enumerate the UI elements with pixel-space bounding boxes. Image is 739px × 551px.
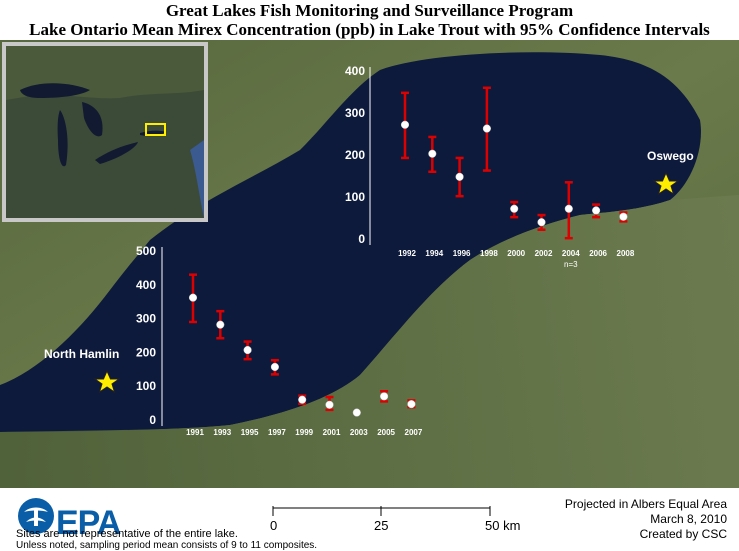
site-oswego: Oswego (647, 149, 694, 196)
oswego-x-tick-label: 2008 (617, 249, 635, 258)
oswego-label: Oswego (647, 149, 694, 163)
footnote-sites: Sites are not representative of the enti… (16, 528, 238, 540)
oswego-x-tick-label: 2000 (507, 249, 525, 258)
hamlin-y-tick-label: 200 (136, 345, 156, 359)
scale-label-0: 0 (270, 518, 278, 533)
hamlin-x-tick-label: 2003 (350, 428, 368, 437)
hamlin-x-tick-label: 1997 (268, 428, 286, 437)
oswego-mean-point (537, 218, 546, 227)
hamlin-x-tick-label: 2007 (405, 428, 423, 437)
oswego-x-tick-label: 1992 (398, 249, 416, 258)
hamlin-y-tick-label: 400 (136, 278, 156, 292)
hamlin-x-tick-label: 2001 (323, 428, 341, 437)
site-north-hamlin: North Hamlin (44, 347, 121, 394)
oswego-mean-point (510, 204, 519, 213)
oswego-x-tick-label: 1996 (453, 249, 471, 258)
inset-atlantic (190, 140, 204, 218)
hamlin-mean-point (298, 395, 307, 404)
scale-label-25: 25 (374, 518, 389, 533)
hamlin-x-tick-label: 2005 (377, 428, 395, 437)
oswego-mean-point (400, 120, 410, 129)
hamlin-y-tick-label: 100 (136, 379, 156, 393)
oswego-x-tick-label: 2004 (562, 249, 580, 258)
oswego-mean-point (482, 124, 491, 133)
inset-map (2, 42, 208, 222)
inset-lake-superior (20, 83, 90, 98)
oswego-chart: 0 100 200 300 400 1992 1994 1996 1998 2000 2002 200… (345, 64, 635, 269)
oswego-y-tick-label: 200 (345, 148, 365, 162)
inset-lake-huron (82, 102, 103, 137)
hamlin-mean-point (352, 408, 361, 417)
epa-logo-text: EPA (56, 504, 121, 542)
chart-subtitle: Lake Ontario Mean Mirex Concentration (p… (29, 20, 710, 39)
oswego-mean-point (455, 172, 464, 181)
hamlin-mean-point (380, 392, 389, 401)
hamlin-y-tick-label: 500 (136, 244, 156, 258)
oswego-x-tick-label: 1994 (425, 249, 443, 258)
north-hamlin-chart: 0 100 200 300 400 500 1991 1993 1995 1997 1999 2001… (136, 244, 423, 437)
oswego-annotation: n=3 (564, 260, 578, 269)
hamlin-y-tick-label: 0 (149, 413, 156, 427)
hamlin-mean-point (270, 362, 279, 371)
oswego-y-tick-label: 0 (358, 232, 365, 246)
south-shore (0, 195, 739, 488)
north-hamlin-star-icon (93, 369, 121, 394)
oswego-x-tick-label: 2006 (589, 249, 607, 258)
oswego-mean-point (564, 204, 573, 213)
oswego-mean-point (619, 212, 628, 221)
inset-lake-erie (95, 142, 138, 164)
oswego-x-tick-label: 1998 (480, 249, 498, 258)
hamlin-mean-point (188, 293, 198, 302)
inset-lake-michigan (57, 110, 68, 167)
epa-logo-icon (18, 498, 54, 534)
scale-label-50: 50 km (485, 518, 521, 533)
hamlin-x-tick-label: 1999 (295, 428, 313, 437)
hamlin-mean-point (243, 345, 252, 355)
oswego-x-tick-label: 2002 (535, 249, 553, 258)
hamlin-x-tick-label: 1991 (186, 428, 204, 437)
hamlin-x-tick-label: 1995 (241, 428, 259, 437)
footnote-composites: Unless noted, sampling period mean consi… (16, 540, 318, 551)
map-date: March 8, 2010 (650, 512, 727, 526)
chart-title: Great Lakes Fish Monitoring and Surveill… (165, 1, 574, 20)
projection-note: Projected in Albers Equal Area (564, 497, 727, 511)
hamlin-mean-point (325, 400, 334, 409)
oswego-y-tick-label: 100 (345, 190, 365, 204)
hamlin-y-tick-label: 300 (136, 312, 156, 326)
oswego-y-tick-label: 300 (345, 106, 365, 120)
oswego-y-tick-label: 400 (345, 64, 365, 78)
oswego-star-icon (652, 171, 680, 196)
inset-highlight-box (145, 123, 166, 136)
north-hamlin-label: North Hamlin (44, 347, 119, 361)
scale-bar (272, 506, 491, 516)
hamlin-mean-point (216, 320, 225, 329)
hamlin-x-tick-label: 1993 (213, 428, 231, 437)
map-credit: Created by CSC (639, 527, 727, 541)
hamlin-mean-point (407, 400, 416, 409)
oswego-mean-point (592, 206, 601, 215)
lake-ontario (0, 52, 701, 432)
oswego-mean-point (428, 149, 437, 158)
